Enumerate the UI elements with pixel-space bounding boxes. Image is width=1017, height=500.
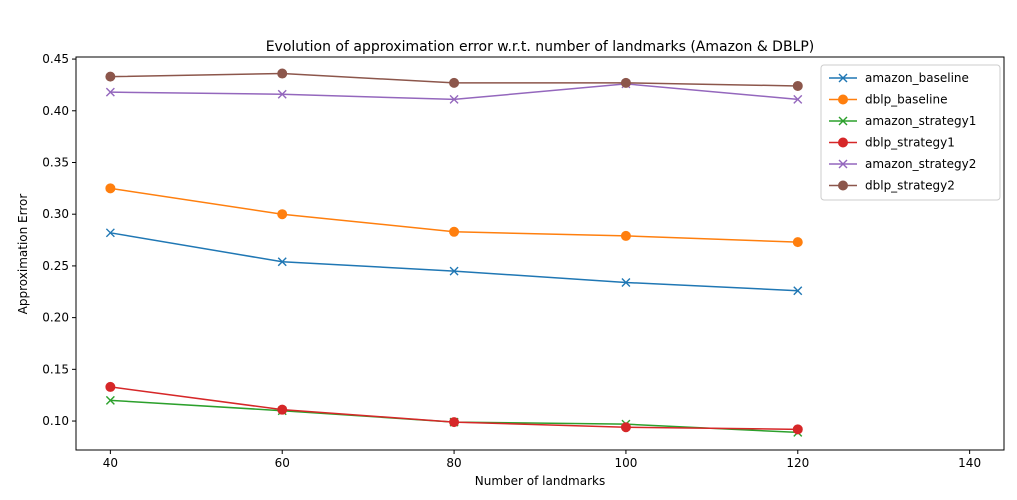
data-point-dblp_strategy1	[449, 417, 460, 428]
y-tick-label: 0.35	[42, 155, 69, 169]
data-point-amazon_baseline	[793, 286, 803, 296]
data-point-dblp_baseline	[620, 230, 631, 241]
data-point-amazon_strategy2	[277, 89, 287, 99]
data-point-dblp_strategy2	[792, 80, 803, 91]
plot-area: 40 60 80 100 120 140 0.10 0.15 0.20 0.25 0.30 0.35 0…	[42, 52, 1005, 470]
data-point-amazon_baseline-stroke	[105, 228, 115, 238]
data-point-amazon_strategy2	[793, 94, 803, 104]
legend-label: dblp_strategy2	[865, 179, 955, 193]
series-amazon_baseline	[105, 228, 803, 296]
x-tick-label: 140	[958, 456, 981, 470]
series-dblp_strategy1	[105, 381, 803, 435]
legend-label: dblp_baseline	[865, 93, 947, 107]
data-point-amazon_strategy2	[449, 94, 459, 104]
data-point-amazon_baseline-stroke	[793, 286, 803, 296]
data-point-amazon_baseline-stroke	[277, 257, 287, 267]
data-point-dblp_strategy1	[620, 422, 631, 433]
legend-item: amazon_strategy2	[829, 157, 976, 171]
x-tick-label: 100	[614, 456, 637, 470]
legend-marker-stroke	[838, 116, 848, 126]
legend-item: dblp_strategy2	[829, 179, 955, 193]
data-point-amazon_strategy1	[105, 395, 115, 405]
data-point-dblp_strategy2	[277, 68, 288, 79]
x-tick-label: 120	[786, 456, 809, 470]
data-point-dblp_strategy1	[277, 404, 288, 415]
data-point-dblp_strategy2	[449, 77, 460, 88]
y-tick-label: 0.30	[42, 207, 69, 221]
y-tick-label: 0.45	[42, 52, 69, 66]
data-point-dblp_baseline	[792, 237, 803, 248]
data-point-dblp_strategy1	[792, 424, 803, 435]
x-tick-label: 60	[275, 456, 290, 470]
legend-item: dblp_strategy1	[829, 136, 955, 150]
legend-marker	[838, 159, 848, 169]
x-tick-label: 40	[103, 456, 118, 470]
legend-item: amazon_strategy1	[829, 114, 976, 128]
legend-marker-stroke	[838, 73, 848, 83]
data-point-amazon_baseline	[449, 266, 459, 276]
data-point-dblp_strategy2	[620, 77, 631, 88]
data-point-amazon_strategy2	[105, 87, 115, 97]
data-point-amazon_baseline	[621, 277, 631, 287]
chart-title: Evolution of approximation error w.r.t. …	[266, 39, 815, 55]
data-point-amazon_strategy2-stroke	[277, 89, 287, 99]
data-point-amazon_strategy2-stroke	[793, 94, 803, 104]
axes-frame	[75, 56, 1005, 451]
data-point-dblp_baseline	[277, 209, 288, 220]
data-point-amazon_baseline-stroke	[621, 277, 631, 287]
legend-marker	[838, 73, 848, 83]
series-dblp_strategy2	[105, 68, 803, 91]
y-tick-label: 0.15	[42, 362, 69, 376]
legend-item: amazon_baseline	[829, 71, 969, 85]
legend-label: amazon_strategy2	[865, 157, 976, 171]
legend-box	[820, 64, 1001, 201]
y-tick-label: 0.20	[42, 311, 69, 325]
data-point-amazon_baseline	[277, 257, 287, 267]
series-dblp_baseline	[105, 183, 803, 248]
data-point-amazon_strategy1-stroke	[105, 395, 115, 405]
legend-label: dblp_strategy1	[865, 136, 955, 150]
data-point-dblp_baseline	[449, 226, 460, 237]
y-tick-label: 0.25	[42, 259, 69, 273]
data-point-dblp_strategy1	[105, 381, 116, 392]
legend-label: amazon_strategy1	[865, 114, 976, 128]
legend-label: amazon_baseline	[865, 71, 969, 85]
legend-marker	[838, 116, 848, 126]
legend-marker	[838, 137, 848, 148]
data-point-dblp_baseline	[105, 183, 116, 194]
x-axis-title: Number of landmarks	[475, 474, 606, 488]
data-point-amazon_strategy2-stroke	[449, 94, 459, 104]
x-tick-label: 80	[446, 456, 461, 470]
legend-marker-stroke	[838, 159, 848, 169]
data-point-amazon_strategy2-stroke	[105, 87, 115, 97]
legend-marker	[838, 94, 848, 105]
data-point-dblp_strategy2	[105, 71, 116, 82]
y-tick-label: 0.10	[42, 414, 69, 428]
data-point-amazon_baseline	[105, 228, 115, 238]
data-point-amazon_baseline-stroke	[449, 266, 459, 276]
legend-item: dblp_baseline	[829, 93, 947, 107]
legend-marker	[838, 180, 848, 191]
y-tick-label: 0.40	[42, 104, 69, 118]
y-axis-title: Approximation Error	[16, 194, 30, 315]
legend: amazon_baseline dblp_baseline amazon_strat…	[820, 64, 1001, 201]
